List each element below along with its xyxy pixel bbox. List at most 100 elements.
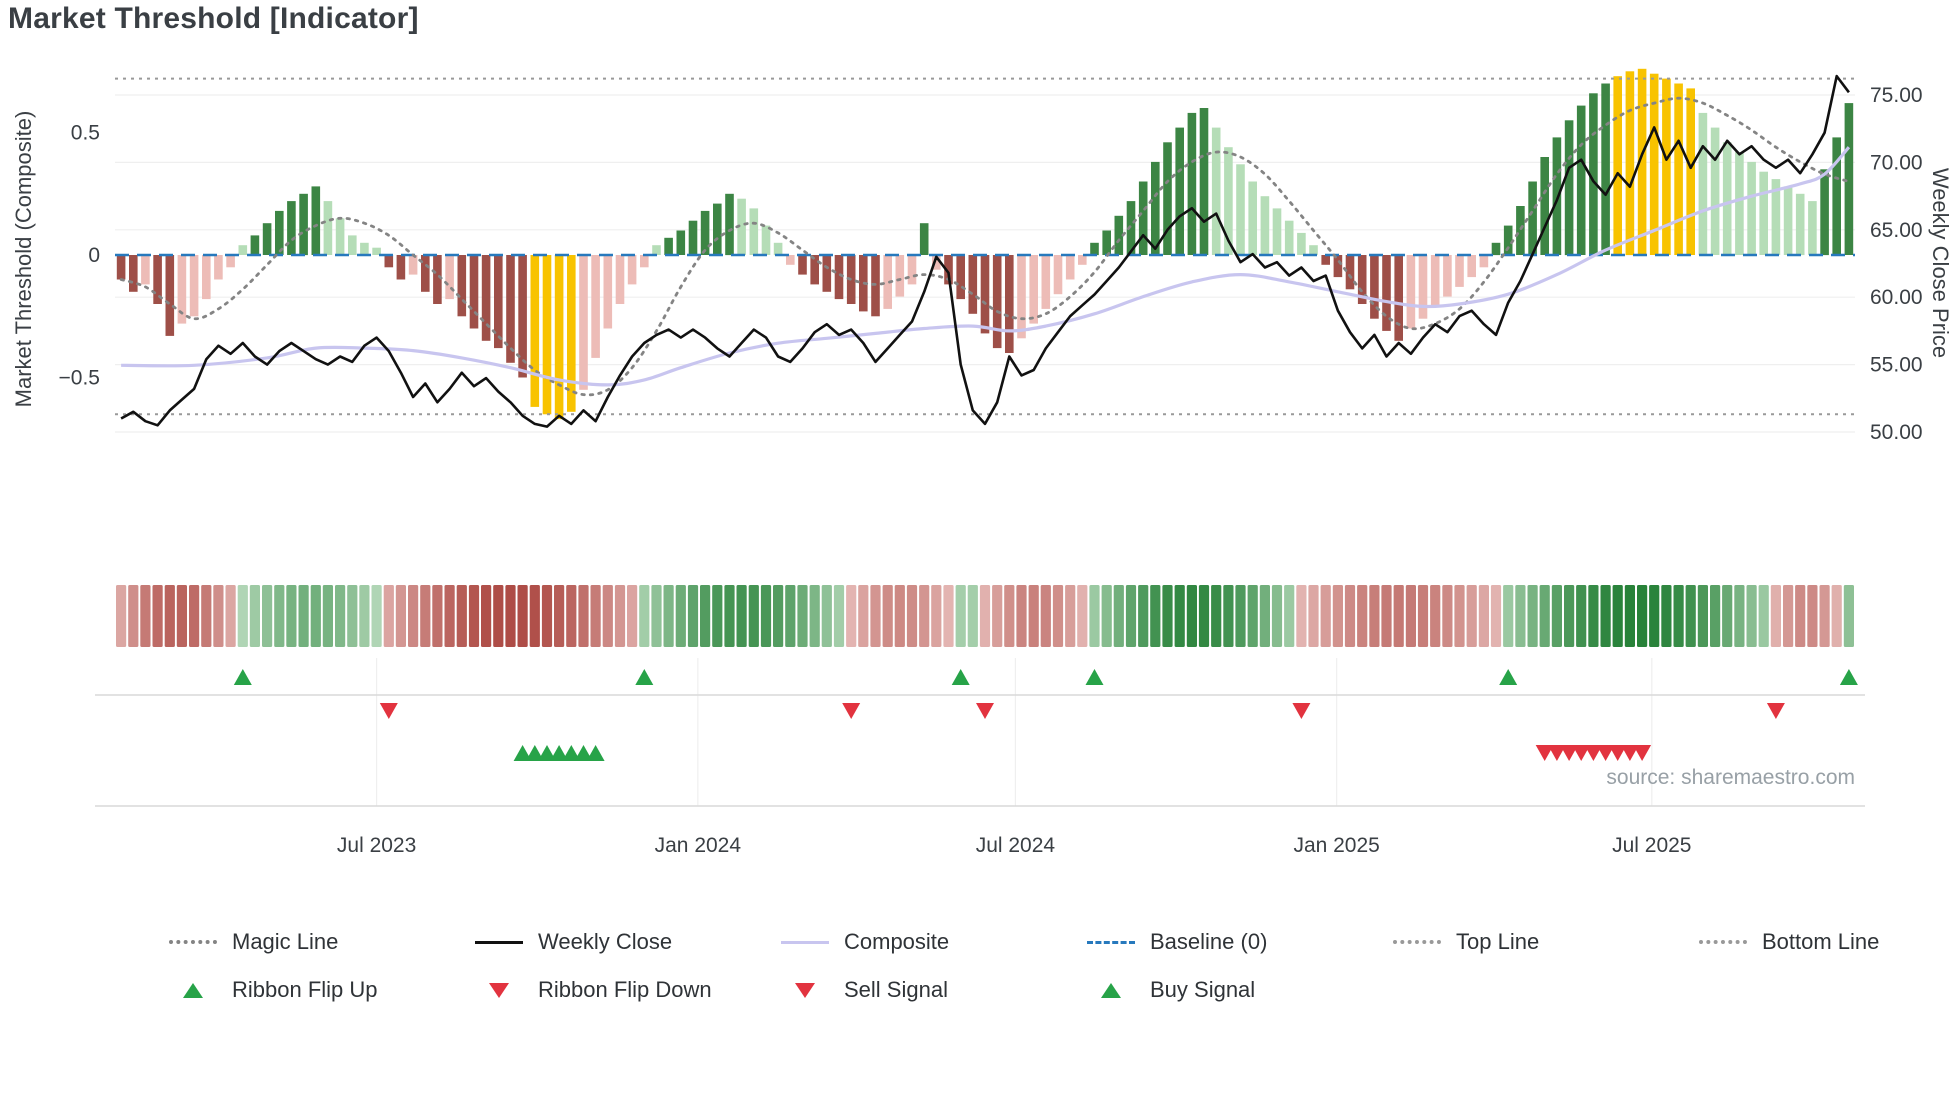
legend-item-weekly-close: Weekly Close xyxy=(474,924,780,960)
ribbon-cell xyxy=(919,585,930,647)
ribbon-cell xyxy=(870,585,881,647)
ribbon-cell xyxy=(529,585,540,647)
composite-bar xyxy=(1224,147,1233,255)
composite-bar xyxy=(968,255,978,314)
composite-bar xyxy=(1528,181,1537,255)
triangle-down-icon xyxy=(489,982,509,998)
ribbon-cell xyxy=(371,585,382,647)
composite-bar xyxy=(1820,169,1829,256)
ribbon-cell xyxy=(1138,585,1149,647)
composite-bar xyxy=(1138,181,1148,255)
composite-bar xyxy=(810,255,819,285)
ribbon-cell xyxy=(1697,585,1708,647)
ribbon-cell xyxy=(432,585,443,647)
ribbon-cell xyxy=(1332,585,1343,647)
ribbon-cell xyxy=(1515,585,1526,647)
left-tick-label: 0 xyxy=(88,244,100,267)
ribbon-cell xyxy=(456,585,467,647)
composite-bar xyxy=(165,255,175,336)
right-tick-label: 65.00 xyxy=(1870,219,1923,242)
composite-bar xyxy=(1783,186,1793,255)
ribbon-cell xyxy=(1685,585,1696,647)
ribbon-cell xyxy=(675,585,686,647)
composite-bar xyxy=(554,255,564,420)
composite-bar xyxy=(372,247,381,255)
ribbon-cell xyxy=(298,585,309,647)
ribbon-cell xyxy=(1150,585,1161,647)
composite-bar xyxy=(652,245,661,255)
legend-item-sell-signal: Sell Signal xyxy=(780,972,1086,1008)
composite-bar xyxy=(384,255,394,268)
ribbon-cell xyxy=(906,585,918,647)
legend-label: Baseline (0) xyxy=(1150,929,1268,954)
ribbon-cell xyxy=(335,585,346,647)
ribbon-cell xyxy=(1101,585,1112,647)
legend-item-ribbon-flip-up: Ribbon Flip Up xyxy=(168,972,474,1008)
composite-bar xyxy=(1163,142,1172,255)
ribbon-cell xyxy=(1649,585,1660,647)
ribbon-cell xyxy=(420,585,431,647)
ribbon-cell xyxy=(554,585,565,647)
ribbon-cell xyxy=(1077,585,1088,647)
ribbon-cell xyxy=(1819,585,1830,647)
ribbon-cell xyxy=(1284,585,1295,647)
composite-bar xyxy=(627,255,637,285)
legend-label: Magic Line xyxy=(232,929,339,954)
ribbon-cell xyxy=(140,585,151,647)
ribbon-flip-down-marker xyxy=(379,703,398,719)
left-tick-label: −0.5 xyxy=(59,367,100,390)
ribbon-cell xyxy=(821,585,832,647)
composite-bar xyxy=(1443,255,1452,297)
composite-bar xyxy=(1382,255,1391,331)
composite-line xyxy=(121,146,1851,387)
composite-bar xyxy=(1516,206,1525,255)
ribbon-flip-up-marker xyxy=(1085,669,1104,685)
ribbon-cell xyxy=(687,585,699,647)
ribbon-cell xyxy=(590,585,601,647)
ribbon-cell xyxy=(858,585,869,647)
ribbon-cell xyxy=(517,585,528,647)
composite-bar xyxy=(129,255,138,292)
composite-bar xyxy=(883,255,892,309)
composite-bar xyxy=(1808,201,1817,255)
legend-label: Buy Signal xyxy=(1150,977,1256,1002)
sell-signal-marker xyxy=(1633,745,1652,761)
ribbon-cell xyxy=(1393,585,1404,647)
ribbon-cell xyxy=(760,585,772,647)
ribbon-cell xyxy=(614,585,626,647)
buy-signal-marker xyxy=(525,745,544,761)
ribbon-flip-down-marker xyxy=(842,703,861,719)
composite-bar xyxy=(1601,83,1610,255)
ribbon-cell xyxy=(1223,585,1234,647)
legend-item-top-line: Top Line xyxy=(1392,924,1698,960)
legend-swatch xyxy=(168,982,218,998)
legend-swatch xyxy=(1392,940,1442,944)
buy-signal-marker xyxy=(586,745,605,761)
ribbon-cell xyxy=(189,585,200,647)
composite-bar xyxy=(494,255,503,349)
ribbon-cell xyxy=(1758,585,1769,647)
weekly-close-line xyxy=(120,74,1850,428)
composite-bar xyxy=(1589,93,1598,255)
ribbon-cell xyxy=(967,585,978,647)
composite-bar xyxy=(1649,73,1659,255)
sell-signal-marker xyxy=(1584,745,1603,761)
ribbon-cell xyxy=(1016,585,1027,647)
composite-bar xyxy=(153,255,162,304)
composite-bar xyxy=(1467,255,1476,278)
composite-bar xyxy=(335,218,345,256)
composite-bar xyxy=(749,208,759,255)
buy-signal-marker xyxy=(574,745,593,761)
ribbon-cell xyxy=(809,585,820,647)
ribbon-cell xyxy=(164,585,175,647)
composite-bar xyxy=(1126,201,1136,255)
ribbon-cell xyxy=(541,585,553,647)
left-axis-title: Market Threshold (Composite) xyxy=(11,110,36,408)
ribbon-cell xyxy=(1113,585,1124,647)
ribbon-cell xyxy=(931,585,942,647)
composite-bar xyxy=(1394,255,1403,341)
composite-bar xyxy=(579,255,588,390)
dotted-line-sample xyxy=(1699,940,1747,944)
